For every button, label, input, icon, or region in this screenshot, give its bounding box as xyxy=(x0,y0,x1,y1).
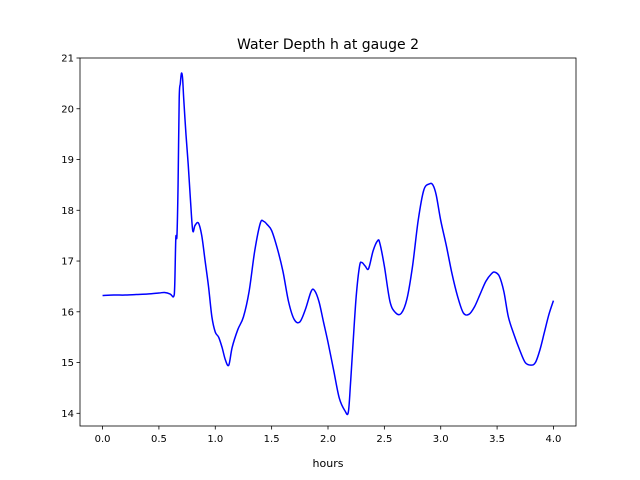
axis-ticks: 0.0 0.5 1.0 1.5 2.0 2.5 3.0 3.5 4.0 14 15 16 17 18 19 2… xyxy=(61,54,561,446)
water-depth-series-line xyxy=(102,72,555,416)
x-tick-label: 4.0 xyxy=(546,434,562,445)
x-tick-label: 2.0 xyxy=(320,434,336,445)
x-tick-label: 0.5 xyxy=(151,434,167,445)
y-tick-label: 17 xyxy=(61,257,74,268)
y-tick-label: 19 xyxy=(61,155,74,166)
y-tick-label: 16 xyxy=(61,307,74,318)
y-tick-label: 20 xyxy=(61,104,74,115)
x-tick-label: 3.5 xyxy=(489,434,505,445)
x-tick-label: 2.5 xyxy=(376,434,392,445)
y-tick-label: 15 xyxy=(61,358,74,369)
y-tick-label: 18 xyxy=(61,206,74,217)
x-tick-label: 1.0 xyxy=(207,434,223,445)
plot-series-group xyxy=(102,72,555,416)
y-tick-label: 14 xyxy=(61,409,74,420)
x-tick-label: 0.0 xyxy=(95,434,111,445)
x-tick-label: 3.0 xyxy=(433,434,449,445)
plot-frame xyxy=(79,57,577,427)
chart-title: Water Depth h at gauge 2 xyxy=(237,37,419,53)
x-tick-label: 1.5 xyxy=(264,434,280,445)
x-axis-title: hours xyxy=(313,457,344,470)
y-tick-label: 21 xyxy=(61,54,74,65)
